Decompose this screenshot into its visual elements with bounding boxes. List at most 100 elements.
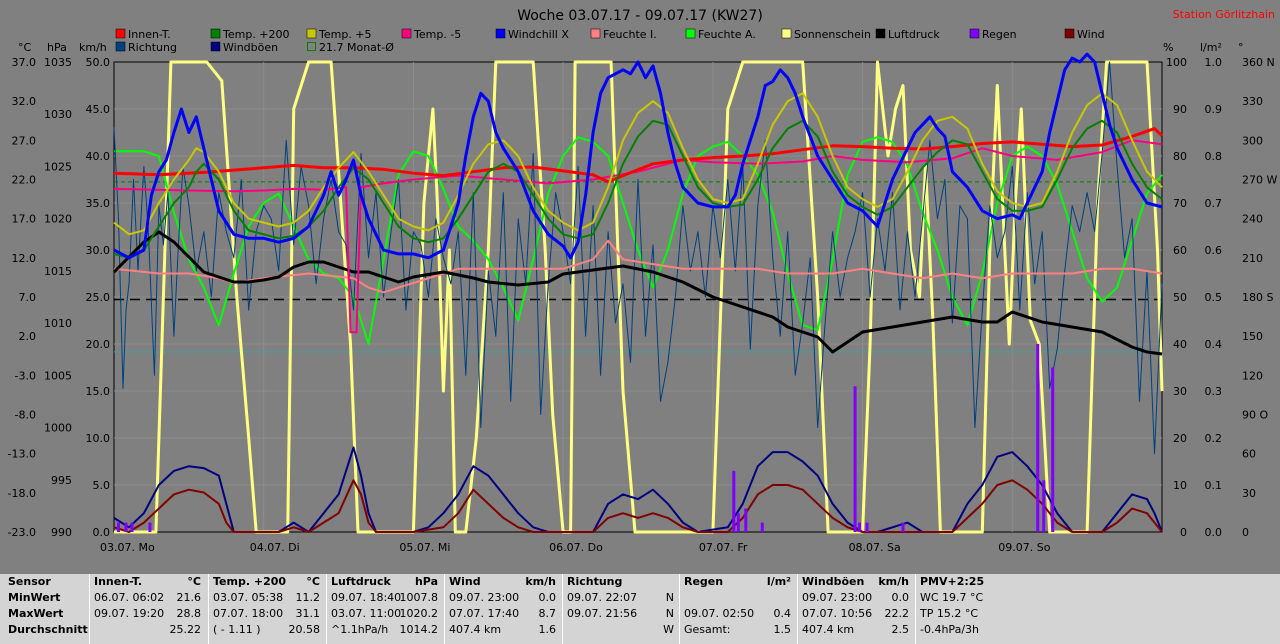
stats-row-label: Durchschnitt [8,623,88,636]
rain-bar [760,522,764,532]
stats-column-temp-200: Temp. +200 °C 03.07. 05:38 11.2 07.07. 18:00… [208,574,324,644]
stats-column-pmv-2-25: PMV+2:25 WC 19.7 °C TP 15.2 °C -0.4hPa/3h [915,574,1036,644]
stats-min-date: 09.07. 18:40 [331,591,402,604]
stats-header: Innen-T. [94,575,143,588]
temp-tick-label: 22.0 [12,174,37,187]
stats-column-innen-t: Innen-T. °C 06.07. 06:02 21.6 09.07. 19:20 28… [89,574,205,644]
direction-tick-label: 270 W [1242,174,1277,187]
stats-min-value: 11.2 [295,591,321,604]
humidity-tick-label: 20 [1173,432,1187,445]
temp-tick-label: -13.0 [8,448,36,461]
stats-avg-note: 407.4 km [449,623,502,636]
stats-max-date: 07.07. 17:40 [449,607,520,620]
legend-label: Richtung [128,41,177,54]
stats-avg-value: 1.6 [538,623,557,636]
wind-tick-label: 10.0 [86,432,111,445]
series-feuchte-i [113,239,1163,294]
stats-panel: Sensor MinWert MaxWert Durchschnitt Innen-T.… [0,574,1280,644]
rain-bars [116,344,1055,532]
rain-tick-label: 0.1 [1205,479,1223,492]
rain-bar [116,522,120,532]
rain-tick-label: 0.9 [1205,103,1223,116]
humidity-tick-label: 60 [1173,244,1187,257]
rain-bar [1036,344,1040,532]
legend-label: Windböen [223,41,278,54]
wind-tick-label: 45.0 [86,103,111,116]
temp-tick-label: 27.0 [12,134,37,147]
stats-header: Richtung [567,575,623,588]
stats-max-value: 22.2 [884,607,910,620]
legend-item-regen: Regen [969,28,1017,41]
legend-swatch [781,28,792,39]
stats-max-value: 28.8 [176,607,202,620]
wind-tick-label: 25.0 [86,291,111,304]
humidity-tick-label: 70 [1173,197,1187,210]
wind-tick-label: 50.0 [86,56,111,69]
legend-swatch [685,28,696,39]
stats-unit: °C [306,575,320,588]
stats-min-date: 09.07. 23:00 [449,591,520,604]
x-tick-label: 04.07. Di [250,541,300,554]
stats-min-value: 21.6 [176,591,202,604]
stats-min-value: 0.0 [538,591,557,604]
humidity-tick-label: 100 [1166,56,1187,69]
direction-tick-label: 90 O [1242,409,1268,422]
legend-label: Luftdruck [888,28,940,41]
stats-avg-note: Gesamt: [684,623,731,636]
stats-min-date: 09.07. 22:07 [567,591,638,604]
unit-wind: km/h [79,41,107,54]
legend-label: Temp. +200 [222,28,290,41]
humidity-tick-label: 80 [1173,150,1187,163]
stats-avg-note: 407.4 km [802,623,855,636]
humidity-tick-label: 0 [1180,526,1187,539]
humidity-tick-label: 10 [1173,479,1187,492]
temp-tick-label: 7.0 [19,291,37,304]
rain-bar [744,508,748,532]
legend-item-temp-200: Temp. +200 [210,28,290,41]
pressure-tick-label: 1030 [44,108,72,121]
stats-header: PMV+2:25 [920,575,985,588]
series-windb-en [113,446,1163,533]
stats-row-label: MinWert [8,591,61,604]
x-axis-labels: 03.07. Mo 04.07. Di 05.07. Mi 06.07. Do 07.0… [100,541,1051,554]
legend-item-luftdruck: Luftdruck [875,28,940,41]
wind-tick-label: 20.0 [86,338,111,351]
wind-tick-label: 40.0 [86,150,111,163]
direction-tick-label: 240 [1242,213,1263,226]
legend-item-windchill-x: Windchill X [495,28,569,41]
stats-row-label: MaxWert [8,607,64,620]
wind-tick-label: 35.0 [86,197,111,210]
temp-tick-label: -23.0 [8,526,36,539]
legend-item-wind: Wind [1064,28,1105,41]
direction-tick-label: 150 [1242,330,1263,343]
stats-column-regen: Regen l/m² 09.07. 02:50 0.4 Gesamt: 1.5 [679,574,795,644]
pressure-tick-label: 1025 [44,160,72,173]
wind-tick-label: 5.0 [93,479,111,492]
stats-unit: hPa [414,575,438,588]
legend-label: Windchill X [508,28,569,41]
temp-tick-label: 32.0 [12,95,37,108]
stats-avg-note: -0.4hPa/3h [920,623,979,636]
unit-humidity: % [1163,41,1173,54]
unit-rain: l/m² [1200,41,1222,54]
pressure-tick-label: 1015 [44,265,72,278]
stats-header: Wind [449,575,481,588]
stats-max-date: 09.07. 21:56 [567,607,638,620]
direction-tick-label: 30 [1242,487,1256,500]
stats-column-richtung: Richtung 09.07. 22:07 N 09.07. 21:56 N W [562,574,678,644]
rain-bar [901,522,905,532]
temp-tick-label: -18.0 [8,487,36,500]
legend-item-feuchte-i: Feuchte I. [590,28,657,41]
legend-item-windb-en: Windböen [210,41,278,54]
stats-max-date: 07.07. 10:56 [802,607,873,620]
legend-swatch [115,28,126,39]
series-wind [113,479,1163,533]
stats-header: Regen [684,575,724,588]
stats-max-value: N [665,607,674,620]
stats-min-date: 09.07. 23:00 [802,591,873,604]
legend-label: Temp. -5 [413,28,461,41]
stats-column-wind: Wind km/h 09.07. 23:00 0.0 07.07. 17:40 8.7 40… [444,574,560,644]
wind-tick-label: 30.0 [86,244,111,257]
legend-swatch [115,41,126,52]
rain-bar [130,522,134,532]
